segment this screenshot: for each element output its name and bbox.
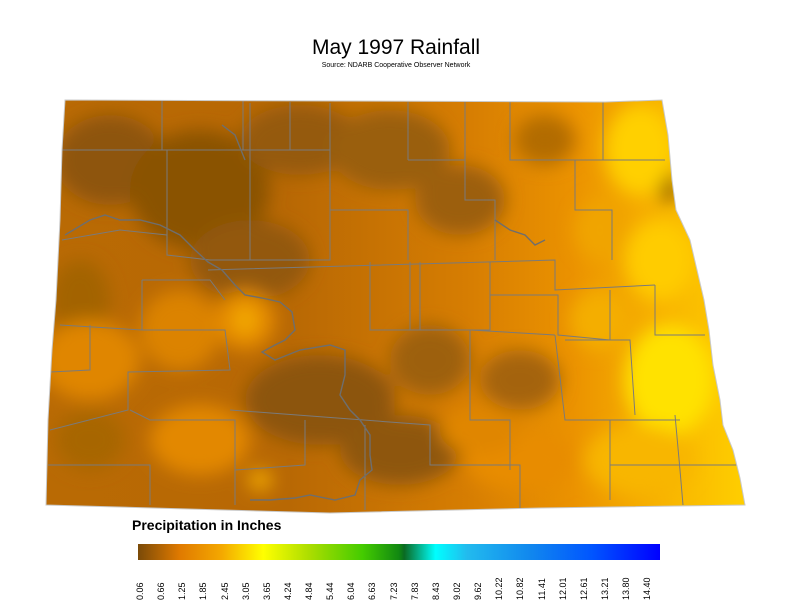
rivers: [64, 124, 546, 501]
legend-tick-label: 14.40: [642, 577, 653, 600]
legend-tick-label: 10.82: [515, 577, 526, 600]
legend-tick-label: 3.65: [261, 582, 272, 600]
legend-tick-label: 13.21: [599, 577, 610, 600]
legend-tick-label: 8.43: [430, 582, 441, 600]
legend-colorbar: [138, 544, 660, 560]
legend-tick-label: 4.84: [304, 582, 315, 600]
legend-tick-label: 13.80: [621, 577, 632, 600]
legend-tick-label: 1.85: [198, 582, 209, 600]
legend-tick-label: 1.25: [177, 582, 188, 600]
legend-tick-label: 0.66: [156, 582, 167, 600]
legend-tick-label: 5.44: [325, 582, 336, 600]
legend-tick-label: 6.63: [367, 582, 378, 600]
map-subtitle: Source: NDARB Cooperative Observer Netwo…: [321, 62, 471, 69]
legend-tick-label: 4.24: [282, 582, 293, 600]
legend-tick-label: 7.83: [409, 582, 420, 600]
precip-surface: [46, 100, 745, 513]
legend-tick-label: 6.04: [346, 582, 357, 600]
map-title: May 1997 Rainfall: [311, 36, 481, 59]
legend-tick-label: 12.01: [557, 577, 568, 600]
legend-title: Precipitation in Inches: [132, 517, 282, 533]
legend-tick-label: 11.41: [536, 578, 547, 600]
legend-tick-labels: 0.06 0.66 1.25 1.85 2.45 3.05 3.65 4.24 4.84 5.44…: [135, 566, 660, 602]
legend-tick-label: 9.02: [452, 582, 462, 600]
legend-tick-label: 3.05: [240, 582, 251, 600]
legend-tick-label: 2.45: [219, 582, 230, 600]
legend-tick-label: 7.23: [388, 582, 399, 600]
legend-tick-label: 9.62: [473, 582, 484, 600]
legend-tick-label: 12.61: [578, 577, 589, 600]
legend-tick-label: 0.06: [135, 582, 145, 600]
legend-tick-label: 10.22: [494, 577, 505, 600]
